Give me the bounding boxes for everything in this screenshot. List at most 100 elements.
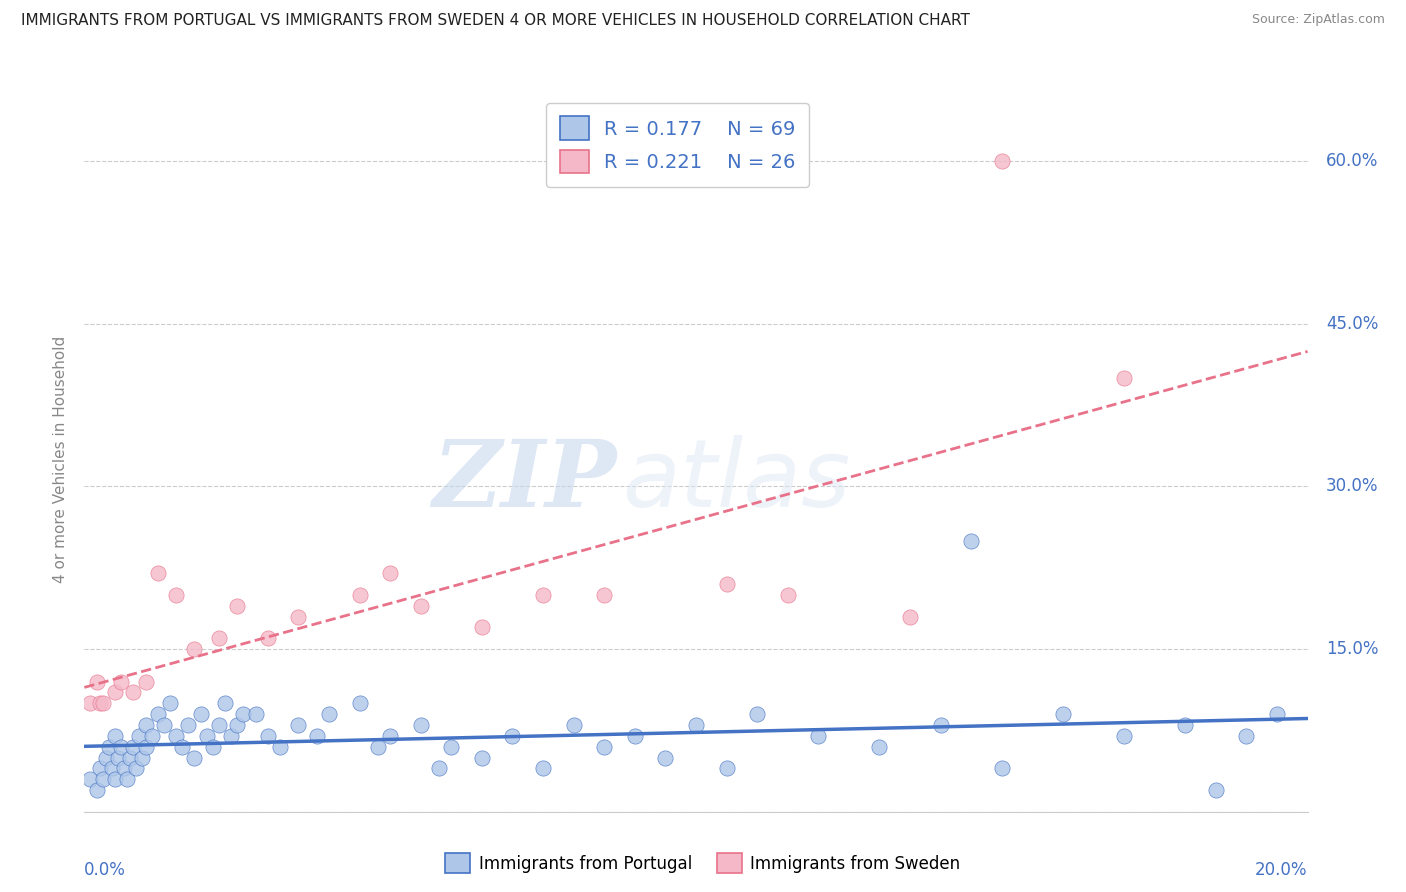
- Point: [287, 609, 309, 624]
- Point: [531, 761, 554, 775]
- Point: [562, 718, 585, 732]
- Point: [991, 154, 1014, 169]
- Text: Source: ZipAtlas.com: Source: ZipAtlas.com: [1251, 13, 1385, 27]
- Point: [747, 707, 769, 722]
- Point: [226, 599, 249, 613]
- Point: [125, 761, 148, 775]
- Point: [960, 533, 983, 548]
- Text: 20.0%: 20.0%: [1256, 861, 1308, 879]
- Point: [1236, 729, 1258, 743]
- Point: [115, 772, 138, 787]
- Point: [104, 772, 127, 787]
- Point: [128, 729, 150, 743]
- Point: [165, 588, 187, 602]
- Point: [1114, 729, 1136, 743]
- Point: [1052, 707, 1074, 722]
- Point: [190, 707, 212, 722]
- Point: [107, 750, 129, 764]
- Point: [269, 739, 291, 754]
- Point: [146, 707, 169, 722]
- Text: IMMIGRANTS FROM PORTUGAL VS IMMIGRANTS FROM SWEDEN 4 OR MORE VEHICLES IN HOUSEHO: IMMIGRANTS FROM PORTUGAL VS IMMIGRANTS F…: [21, 13, 970, 29]
- Point: [165, 729, 187, 743]
- Point: [257, 632, 280, 646]
- Point: [531, 588, 554, 602]
- Point: [201, 739, 224, 754]
- Point: [135, 739, 157, 754]
- Point: [86, 674, 108, 689]
- Text: 30.0%: 30.0%: [1326, 477, 1378, 495]
- Point: [716, 761, 738, 775]
- Point: [471, 620, 494, 634]
- Point: [1205, 783, 1227, 797]
- Point: [86, 783, 108, 797]
- Point: [380, 729, 402, 743]
- Text: 0.0%: 0.0%: [84, 861, 127, 879]
- Text: ZIP: ZIP: [432, 435, 616, 525]
- Point: [257, 729, 280, 743]
- Point: [219, 729, 242, 743]
- Point: [409, 718, 432, 732]
- Text: atlas: atlas: [623, 435, 851, 526]
- Point: [654, 750, 676, 764]
- Text: 45.0%: 45.0%: [1326, 315, 1378, 333]
- Point: [131, 750, 153, 764]
- Point: [79, 772, 101, 787]
- Point: [991, 761, 1014, 775]
- Point: [214, 696, 236, 710]
- Point: [183, 642, 205, 657]
- Point: [427, 761, 450, 775]
- Point: [110, 739, 132, 754]
- Point: [89, 761, 111, 775]
- Point: [776, 588, 799, 602]
- Point: [141, 729, 163, 743]
- Point: [159, 696, 181, 710]
- Point: [1114, 371, 1136, 385]
- Point: [869, 739, 891, 754]
- Point: [97, 739, 120, 754]
- Point: [349, 588, 371, 602]
- Point: [91, 772, 114, 787]
- Point: [716, 577, 738, 591]
- Point: [177, 718, 200, 732]
- Point: [318, 707, 340, 722]
- Point: [146, 566, 169, 581]
- Point: [349, 696, 371, 710]
- Point: [89, 696, 111, 710]
- Point: [685, 718, 707, 732]
- Point: [593, 739, 616, 754]
- Point: [409, 599, 432, 613]
- Point: [208, 718, 231, 732]
- Point: [929, 718, 952, 732]
- Text: 60.0%: 60.0%: [1326, 153, 1378, 170]
- Point: [135, 718, 157, 732]
- Point: [112, 761, 135, 775]
- Point: [120, 750, 142, 764]
- Point: [135, 674, 157, 689]
- Point: [101, 761, 124, 775]
- Point: [232, 707, 254, 722]
- Point: [305, 729, 328, 743]
- Point: [471, 750, 494, 764]
- Point: [172, 739, 194, 754]
- Point: [91, 696, 114, 710]
- Point: [245, 707, 267, 722]
- Point: [208, 632, 231, 646]
- Point: [153, 718, 176, 732]
- Point: [226, 718, 249, 732]
- Point: [593, 588, 616, 602]
- Y-axis label: 4 or more Vehicles in Household: 4 or more Vehicles in Household: [53, 335, 69, 583]
- Point: [79, 696, 101, 710]
- Point: [122, 685, 145, 699]
- Point: [183, 750, 205, 764]
- Legend: R = 0.177    N = 69, R = 0.221    N = 26: R = 0.177 N = 69, R = 0.221 N = 26: [546, 103, 810, 187]
- Point: [1174, 718, 1197, 732]
- Point: [367, 739, 389, 754]
- Point: [122, 739, 145, 754]
- Point: [1265, 707, 1288, 722]
- Point: [807, 729, 830, 743]
- Point: [104, 685, 127, 699]
- Point: [94, 750, 117, 764]
- Point: [898, 609, 921, 624]
- Point: [195, 729, 218, 743]
- Point: [440, 739, 463, 754]
